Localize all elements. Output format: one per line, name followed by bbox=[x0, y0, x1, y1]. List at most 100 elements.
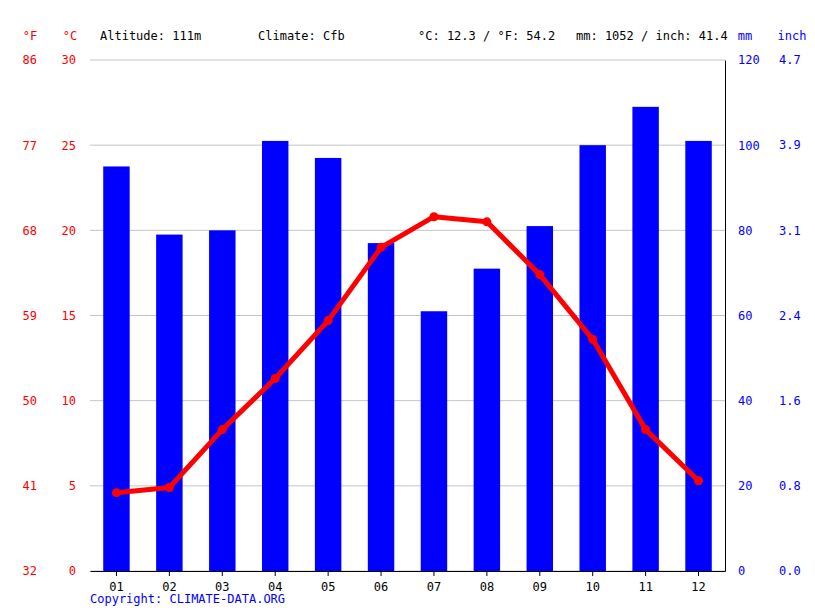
tick-label: 10 bbox=[62, 394, 76, 408]
tick-label: 0 bbox=[738, 564, 745, 578]
tick: 20 bbox=[725, 479, 752, 493]
tick: 86 bbox=[23, 53, 90, 67]
marker bbox=[694, 476, 703, 485]
tick-label: 09 bbox=[533, 580, 547, 594]
tick-label: 77 bbox=[23, 139, 37, 153]
tick-mark bbox=[222, 571, 223, 576]
tick-label: 3.1 bbox=[779, 224, 801, 238]
tick: 40 bbox=[725, 394, 752, 408]
bar bbox=[262, 141, 288, 571]
tick-label: 5 bbox=[69, 479, 76, 493]
tick-mark bbox=[169, 571, 170, 576]
tick: 3.9 bbox=[725, 138, 801, 152]
tick: 0 bbox=[69, 564, 90, 578]
tick: 07 bbox=[427, 571, 441, 594]
tick: 25 bbox=[62, 139, 90, 153]
tick: 03 bbox=[215, 571, 229, 594]
annotation: Altitude: 111m bbox=[100, 29, 201, 43]
tick: 80 bbox=[725, 224, 752, 238]
tick: 02 bbox=[162, 571, 176, 594]
tick: 11 bbox=[638, 571, 652, 594]
tick: 06 bbox=[374, 571, 388, 594]
tick: 50 bbox=[23, 394, 90, 408]
chart: 0510152025303241505968778602040608010012… bbox=[0, 0, 815, 611]
axis-x: 010203040506070809101112 bbox=[91, 571, 726, 594]
bar bbox=[156, 235, 182, 571]
tick-label: 25 bbox=[62, 139, 76, 153]
tick-label: 60 bbox=[738, 309, 752, 323]
tick-label: 20 bbox=[738, 479, 752, 493]
tick-label: 15 bbox=[62, 309, 76, 323]
axis-line bbox=[725, 61, 726, 572]
tick: 41 bbox=[23, 479, 90, 493]
tick-mark bbox=[433, 571, 434, 576]
axis-y4ticks: 0.00.81.62.43.13.94.7 bbox=[725, 53, 801, 578]
grid-line bbox=[90, 315, 725, 316]
tick-mark bbox=[275, 571, 276, 576]
annotation: Copyright: CLIMATE-DATA.ORG bbox=[90, 592, 285, 606]
bar bbox=[209, 230, 235, 571]
bar bbox=[421, 311, 447, 571]
tick-label: 40 bbox=[738, 394, 752, 408]
annotation: mm: 1052 / inch: 41.4 bbox=[576, 29, 728, 43]
bar bbox=[315, 158, 341, 571]
bar bbox=[527, 226, 553, 571]
marker bbox=[641, 425, 650, 434]
tick: 10 bbox=[585, 571, 599, 594]
tick: 0.0 bbox=[725, 564, 801, 578]
annotation: Climate: Cfb bbox=[258, 29, 345, 43]
bar bbox=[103, 166, 129, 571]
tick: 01 bbox=[109, 571, 123, 594]
tick-label: 86 bbox=[23, 53, 37, 67]
marker bbox=[112, 488, 121, 497]
tick: 30 bbox=[62, 53, 90, 67]
tick: 77 bbox=[23, 139, 90, 153]
tick-mark bbox=[381, 571, 382, 576]
marker bbox=[535, 270, 544, 279]
grid bbox=[90, 60, 725, 571]
tick: 100 bbox=[725, 139, 760, 153]
marker bbox=[482, 217, 491, 226]
tick-mark bbox=[539, 571, 540, 576]
tick: 05 bbox=[321, 571, 335, 594]
marker bbox=[165, 483, 174, 492]
grid-line bbox=[90, 571, 725, 572]
grid-line bbox=[90, 145, 725, 146]
tick-label: 20 bbox=[62, 224, 76, 238]
tick: 60 bbox=[725, 309, 752, 323]
axis-title: °C bbox=[63, 29, 77, 43]
tick-label: 05 bbox=[321, 580, 335, 594]
marker bbox=[377, 243, 386, 252]
tick: 04 bbox=[268, 571, 282, 594]
axis-title: °F bbox=[23, 29, 37, 43]
tick-label: 68 bbox=[23, 224, 37, 238]
tick-label: 1.6 bbox=[779, 394, 801, 408]
tick-label: 0.0 bbox=[779, 564, 801, 578]
axis-yticks: 0 5 10 15 20 25 30 bbox=[62, 53, 91, 578]
axis-title: mm bbox=[738, 29, 752, 43]
marker bbox=[429, 212, 438, 221]
tick: 10 bbox=[62, 394, 90, 408]
tick-label: 120 bbox=[738, 53, 760, 67]
tick-mark bbox=[698, 571, 699, 576]
tick-label: 30 bbox=[62, 53, 76, 67]
annotation: °C: 12.3 / °F: 54.2 bbox=[418, 29, 555, 43]
tick-mark bbox=[645, 571, 646, 576]
tick-label: 06 bbox=[374, 580, 388, 594]
tick-label: 41 bbox=[23, 479, 37, 493]
line bbox=[116, 217, 698, 493]
tick: 4.7 bbox=[725, 53, 801, 67]
axis-y3ticks: 32415059687786 bbox=[23, 53, 91, 578]
tick: 1.6 bbox=[725, 394, 801, 408]
axis-title: inch bbox=[778, 29, 807, 43]
tick-mark bbox=[592, 571, 593, 576]
tick: 59 bbox=[23, 309, 90, 323]
tick: 0.8 bbox=[725, 479, 801, 493]
marker bbox=[588, 335, 597, 344]
tick: 20 bbox=[62, 224, 90, 238]
marker bbox=[324, 316, 333, 325]
plot-area bbox=[103, 107, 712, 571]
tick-mark bbox=[328, 571, 329, 576]
tick-label: 50 bbox=[23, 394, 37, 408]
tick: 09 bbox=[533, 571, 547, 594]
